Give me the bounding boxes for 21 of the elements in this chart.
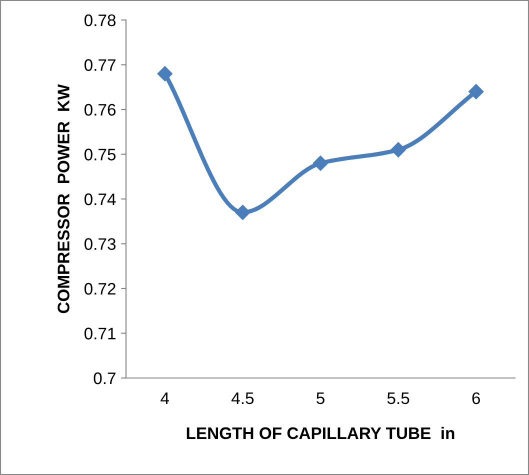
x-tick-label: 5: [316, 392, 324, 404]
point: [468, 84, 484, 100]
y-tick-label: 0.74: [84, 193, 116, 206]
y-tick-label: 0.75: [84, 148, 116, 160]
x-tick-label: 4.5: [232, 392, 254, 404]
x-tick-label: 4: [160, 392, 170, 404]
point: [390, 142, 406, 158]
y-axis-title: COMPRESSOR POWER KW: [58, 84, 70, 314]
y-tick-label: 0.78: [84, 14, 116, 26]
y-tick-label: 0.7: [94, 372, 116, 384]
x-axis-title: LENGTH OF CAPILLARY TUBE in: [186, 426, 454, 440]
y-tick-label: 0.71: [84, 328, 116, 340]
y-tick-label: 0.77: [84, 59, 116, 71]
y-tick-label: 0.76: [84, 104, 116, 116]
y-tick-label: 0.73: [84, 238, 116, 250]
point: [312, 156, 328, 171]
point: [157, 66, 172, 82]
point: [235, 204, 250, 220]
x-tick-label: 6: [472, 392, 480, 404]
x-tick-label: 5.5: [387, 392, 410, 404]
y-tick-label: 0.72: [84, 282, 116, 295]
